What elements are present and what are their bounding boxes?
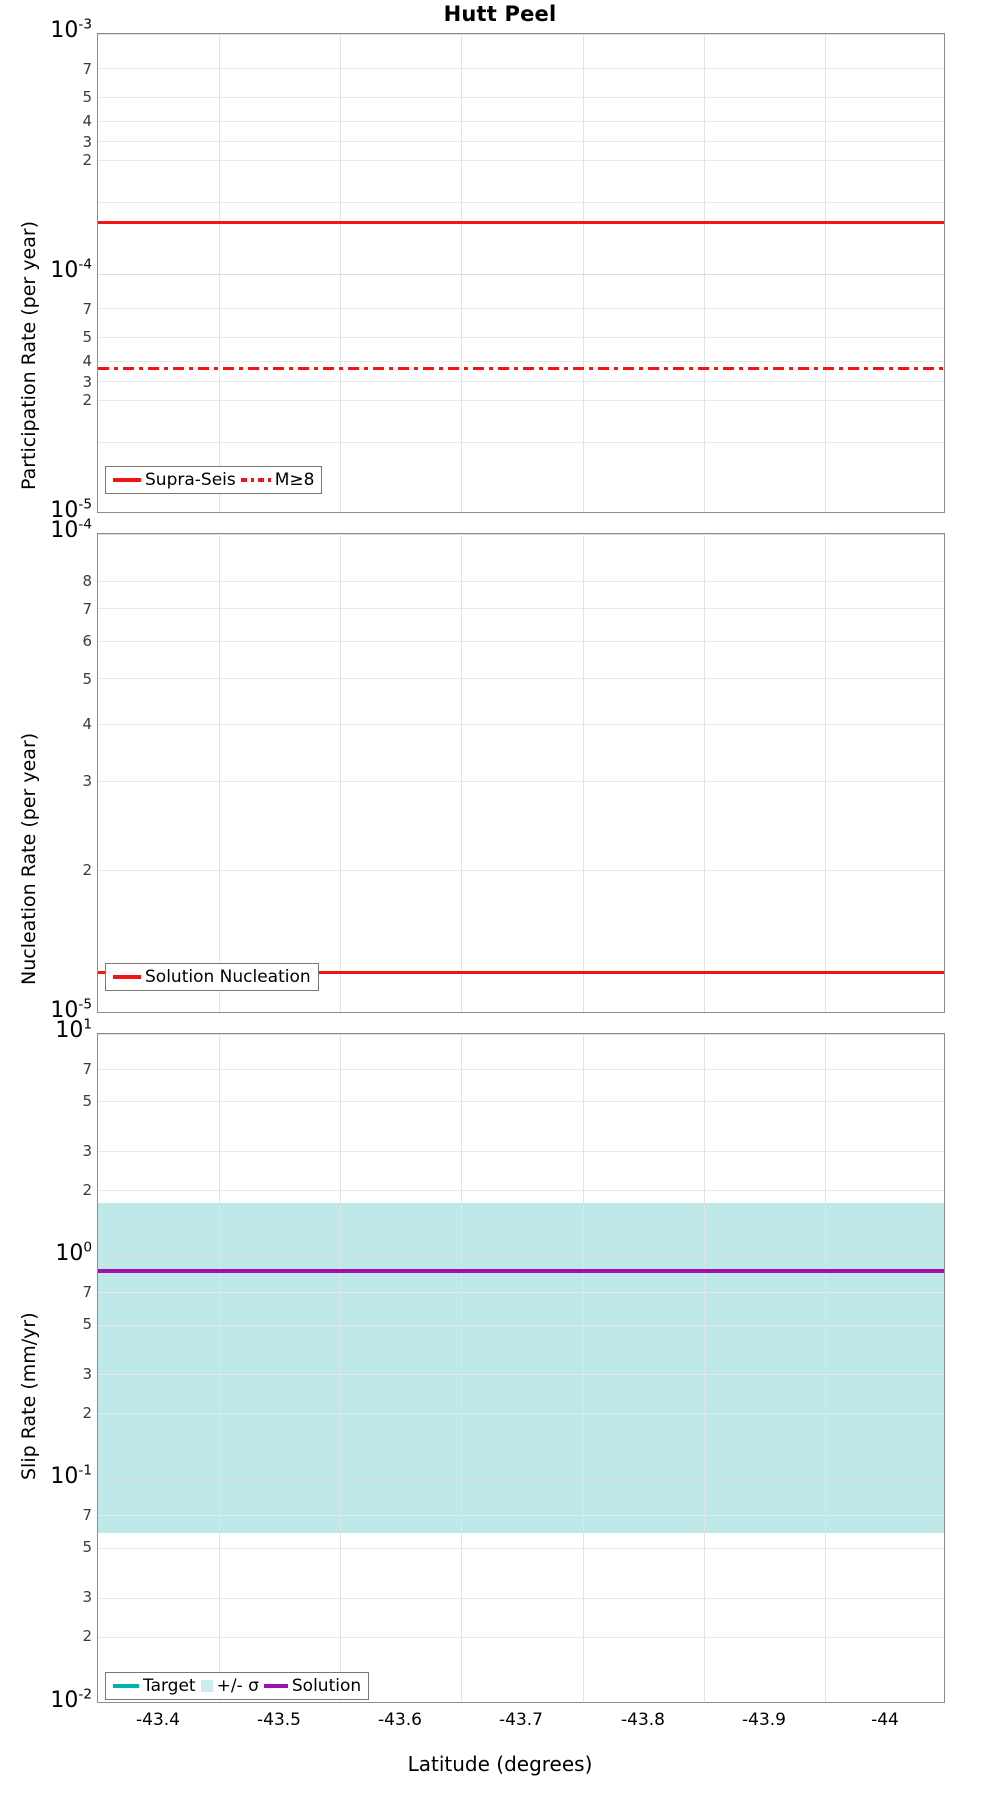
y-tick: 10-2	[50, 1686, 92, 1713]
y-tick: 5	[82, 1092, 92, 1110]
y-tick: 5	[82, 670, 92, 688]
y-tick: 101	[55, 1016, 92, 1043]
legend-item-target[interactable]: Target	[113, 1676, 196, 1696]
y-tick: 5	[82, 1538, 92, 1556]
legend-label: M≥8	[274, 470, 315, 490]
solid-line-icon	[113, 975, 141, 979]
dashdot-line-icon	[240, 478, 271, 482]
y-tick: 3	[82, 1588, 92, 1606]
legend-item-m-ge-8[interactable]: M≥8	[240, 470, 315, 490]
x-tick: -43.5	[257, 1710, 301, 1730]
x-tick: -43.4	[136, 1710, 180, 1730]
panel3-plot-area	[98, 1034, 944, 1702]
x-tick: -43.8	[621, 1710, 665, 1730]
panel1-plot-area	[98, 34, 944, 512]
page-title: Hutt Peel	[443, 2, 557, 26]
x-tick: -44	[871, 1710, 899, 1730]
y-tick: 3	[82, 1142, 92, 1160]
x-tick: -43.7	[499, 1710, 543, 1730]
legend-item-solution-nucleation[interactable]: Solution Nucleation	[113, 967, 311, 987]
legend-label: Supra-Seis	[145, 470, 236, 490]
series-supra-seis	[98, 221, 944, 225]
y-tick: 2	[82, 391, 92, 409]
series-solution	[98, 1269, 944, 1274]
y-tick: 3	[82, 772, 92, 790]
panel-slip-rate	[97, 1033, 945, 1703]
y-tick: 6	[82, 632, 92, 650]
panel-participation-rate	[97, 33, 945, 513]
y-tick: 2	[82, 151, 92, 169]
series-sigma-band	[98, 1202, 944, 1534]
y-tick: 4	[82, 352, 92, 370]
y-tick: 2	[82, 1404, 92, 1422]
x-tick: -43.6	[378, 1710, 422, 1730]
series-solution-nucleation	[98, 971, 944, 975]
y-tick: 5	[82, 88, 92, 106]
series-m-ge-8	[98, 367, 944, 371]
y-tick: 10-5	[50, 996, 92, 1023]
y-tick: 2	[82, 861, 92, 879]
panel3-y-axis-label: Slip Rate (mm/yr)	[18, 1312, 40, 1480]
legend-item-sigma-band[interactable]: +/- σ	[200, 1676, 259, 1696]
y-tick: 100	[55, 1239, 92, 1266]
band-patch-icon	[200, 1680, 213, 1692]
y-tick: 7	[82, 60, 92, 78]
y-tick: 5	[82, 1315, 92, 1333]
x-tick: -43.9	[742, 1710, 786, 1730]
panel1-legend[interactable]: Supra-Seis M≥8	[105, 466, 323, 494]
y-tick: 3	[82, 133, 92, 151]
legend-label: Target	[143, 1676, 196, 1696]
legend-label: +/- σ	[216, 1676, 259, 1696]
legend-item-solution[interactable]: Solution	[263, 1676, 362, 1696]
y-tick: 10-5	[50, 496, 92, 523]
panel2-legend[interactable]: Solution Nucleation	[105, 963, 319, 991]
y-tick: 7	[82, 300, 92, 318]
panel-nucleation-rate	[97, 533, 945, 1013]
legend-label: Solution	[291, 1676, 362, 1696]
x-axis-label: Latitude (degrees)	[407, 1752, 593, 1776]
y-tick: 3	[82, 373, 92, 391]
y-tick: 2	[82, 1181, 92, 1199]
y-tick: 10-1	[50, 1462, 92, 1489]
panel2-plot-area	[98, 534, 944, 1012]
y-tick: 10-4	[50, 256, 92, 283]
y-tick: 7	[82, 1060, 92, 1078]
y-tick: 2	[82, 1627, 92, 1645]
panel2-y-axis-label: Nucleation Rate (per year)	[18, 732, 40, 985]
y-tick: 4	[82, 715, 92, 733]
y-tick: 7	[82, 600, 92, 618]
y-tick: 3	[82, 1365, 92, 1383]
panel3-legend[interactable]: Target +/- σ Solution	[105, 1672, 370, 1700]
y-tick: 8	[82, 572, 92, 590]
y-tick: 7	[82, 1283, 92, 1301]
y-tick: 10-4	[50, 516, 92, 543]
panel1-y-axis-label: Participation Rate (per year)	[18, 220, 40, 490]
legend-item-supra-seis[interactable]: Supra-Seis	[113, 470, 236, 490]
solid-line-icon	[263, 1683, 288, 1689]
y-tick: 5	[82, 328, 92, 346]
solid-line-icon	[113, 478, 141, 482]
legend-label: Solution Nucleation	[145, 967, 311, 987]
y-tick: 10-3	[50, 16, 92, 43]
solid-line-icon	[113, 1684, 139, 1688]
y-tick: 7	[82, 1506, 92, 1524]
y-tick: 4	[82, 112, 92, 130]
